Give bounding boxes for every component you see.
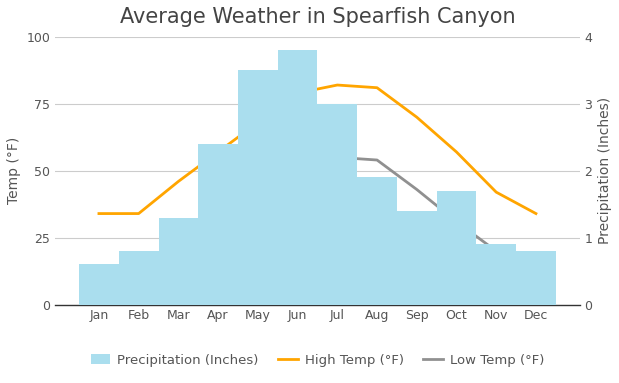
Bar [238, 70, 278, 304]
Legend: Precipitation (Inches), High Temp (°F), Low Temp (°F): Precipitation (Inches), High Temp (°F), … [85, 349, 550, 372]
Bar [119, 251, 158, 304]
High Temp (°F) [493, 190, 500, 195]
High Temp (°F) [532, 211, 540, 216]
Low Temp (°F) [254, 206, 262, 211]
Line: High Temp (°F): High Temp (°F) [99, 85, 536, 214]
Low Temp (°F) [373, 158, 381, 162]
High Temp (°F) [452, 150, 460, 154]
High Temp (°F) [294, 91, 301, 95]
Low Temp (°F) [334, 155, 341, 160]
Low Temp (°F) [452, 219, 460, 224]
High Temp (°F) [95, 211, 103, 216]
Bar [436, 191, 477, 304]
High Temp (°F) [214, 150, 222, 154]
Bar [79, 264, 119, 304]
Low Temp (°F) [175, 251, 182, 256]
Low Temp (°F) [294, 179, 301, 184]
High Temp (°F) [413, 115, 420, 119]
High Temp (°F) [334, 83, 341, 87]
High Temp (°F) [373, 85, 381, 90]
Y-axis label: Precipitation (Inches): Precipitation (Inches) [598, 97, 612, 244]
Bar [397, 211, 436, 304]
Title: Average Weather in Spearfish Canyon: Average Weather in Spearfish Canyon [119, 7, 515, 27]
Bar [516, 251, 556, 304]
Bar [318, 104, 357, 304]
High Temp (°F) [254, 120, 262, 125]
Bar [357, 177, 397, 304]
Low Temp (°F) [532, 267, 540, 272]
Low Temp (°F) [493, 249, 500, 254]
Low Temp (°F) [214, 230, 222, 235]
Bar [198, 144, 238, 304]
Low Temp (°F) [413, 187, 420, 192]
Bar [158, 218, 198, 304]
Low Temp (°F) [135, 270, 142, 275]
Bar [477, 244, 516, 304]
Line: Low Temp (°F): Low Temp (°F) [99, 157, 536, 275]
Bar [278, 50, 318, 304]
Y-axis label: Temp (°F): Temp (°F) [7, 137, 21, 205]
High Temp (°F) [135, 211, 142, 216]
High Temp (°F) [175, 179, 182, 184]
Low Temp (°F) [95, 273, 103, 277]
